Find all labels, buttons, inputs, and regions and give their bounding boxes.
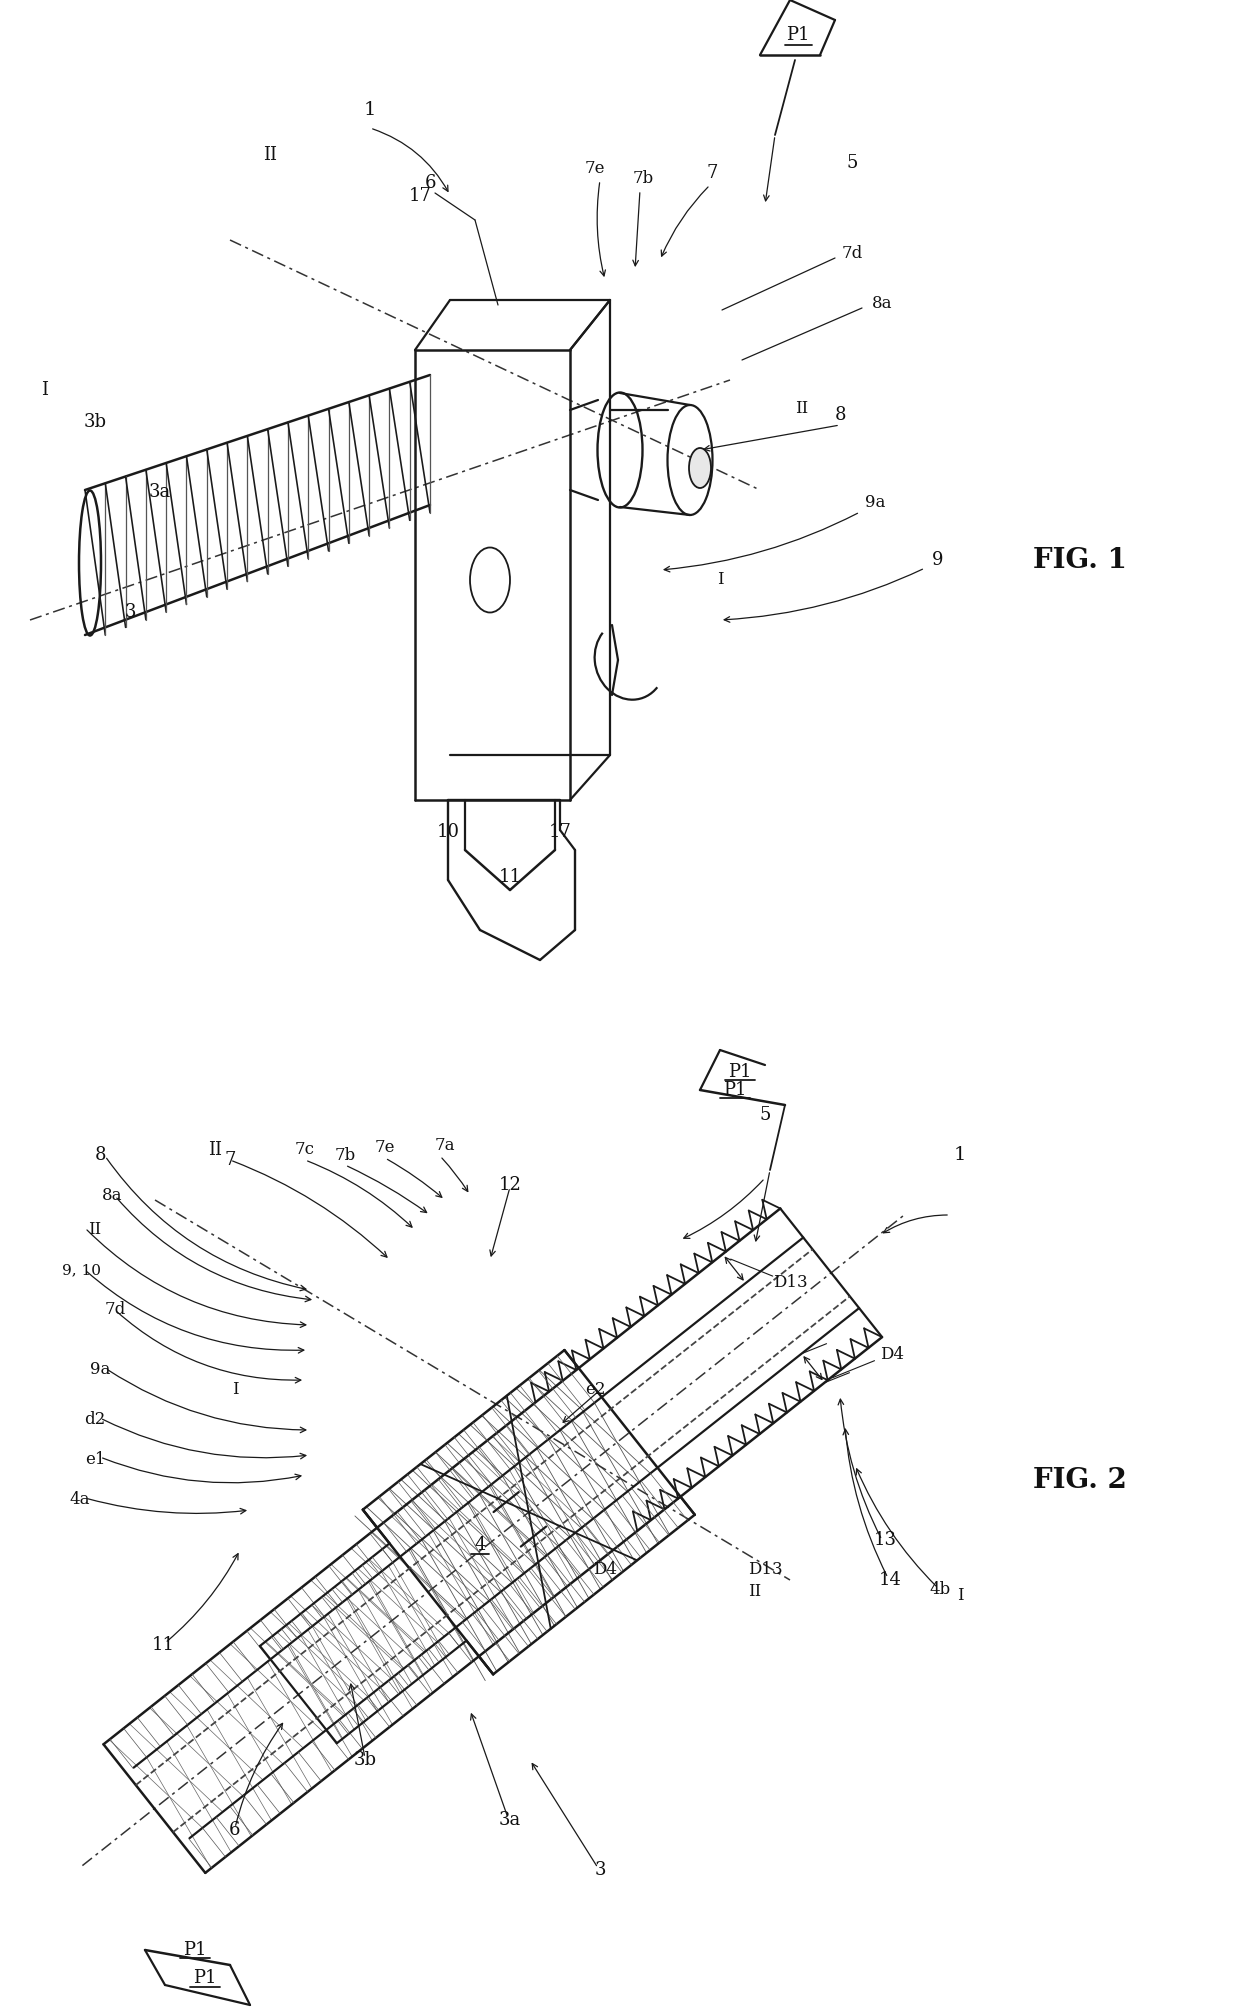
Text: 6: 6 — [424, 173, 435, 191]
Text: 5: 5 — [759, 1107, 771, 1125]
Text: P1: P1 — [184, 1942, 207, 1960]
Text: P1: P1 — [786, 26, 810, 44]
Text: D13: D13 — [748, 1561, 782, 1579]
Text: 7e: 7e — [585, 159, 605, 177]
Text: 7a: 7a — [435, 1137, 455, 1153]
Text: I: I — [957, 1587, 963, 1604]
Text: P1: P1 — [193, 1970, 217, 1988]
Text: D4: D4 — [880, 1346, 904, 1364]
Text: e2: e2 — [585, 1382, 605, 1398]
Text: 13: 13 — [873, 1531, 897, 1549]
Text: II: II — [208, 1141, 222, 1159]
Text: 9, 10: 9, 10 — [62, 1264, 102, 1278]
Text: 7e: 7e — [374, 1139, 396, 1157]
Text: 14: 14 — [879, 1571, 901, 1589]
Text: II: II — [88, 1221, 102, 1239]
Text: P1: P1 — [723, 1080, 746, 1099]
Text: II: II — [263, 147, 277, 165]
Text: 17: 17 — [548, 823, 572, 841]
Text: I: I — [232, 1382, 238, 1398]
Text: 10: 10 — [436, 823, 460, 841]
Text: 8a: 8a — [102, 1187, 123, 1203]
Text: 8a: 8a — [872, 294, 893, 312]
Text: II: II — [749, 1583, 761, 1600]
Text: I: I — [717, 571, 723, 588]
Text: 7c: 7c — [295, 1141, 315, 1159]
Text: II: II — [795, 400, 808, 416]
Text: 8: 8 — [94, 1147, 105, 1165]
Text: 4: 4 — [475, 1535, 486, 1553]
Text: e1: e1 — [84, 1451, 105, 1469]
Text: I: I — [41, 380, 48, 398]
Text: 8: 8 — [835, 406, 846, 425]
Text: 6: 6 — [229, 1821, 241, 1839]
Text: FIG. 1: FIG. 1 — [1033, 547, 1127, 573]
Text: 9a: 9a — [89, 1362, 110, 1378]
Text: 7: 7 — [707, 165, 718, 181]
Text: 11: 11 — [498, 867, 522, 885]
Text: 12: 12 — [498, 1175, 522, 1193]
Text: 7b: 7b — [335, 1147, 356, 1163]
Text: 5: 5 — [847, 155, 858, 171]
Text: 4b: 4b — [929, 1581, 951, 1598]
Text: 3b: 3b — [353, 1750, 377, 1769]
Text: 7d: 7d — [842, 245, 863, 262]
Ellipse shape — [689, 449, 711, 489]
Text: 1: 1 — [954, 1147, 966, 1165]
Text: 3: 3 — [594, 1861, 606, 1879]
Text: 3a: 3a — [149, 483, 171, 501]
Text: d2: d2 — [84, 1412, 105, 1429]
Text: 1: 1 — [363, 101, 376, 119]
Text: 9a: 9a — [864, 493, 885, 511]
Text: 9: 9 — [932, 551, 944, 569]
Text: 7d: 7d — [104, 1302, 125, 1318]
Text: 11: 11 — [151, 1636, 175, 1654]
Text: D13: D13 — [774, 1274, 808, 1290]
Text: D4: D4 — [593, 1561, 618, 1579]
Text: 3: 3 — [124, 604, 135, 622]
Text: 3b: 3b — [83, 412, 107, 431]
Text: 7b: 7b — [632, 169, 653, 187]
Text: 3a: 3a — [498, 1811, 521, 1829]
Text: 4a: 4a — [69, 1491, 91, 1509]
Text: FIG. 2: FIG. 2 — [1033, 1467, 1127, 1493]
Text: 7: 7 — [224, 1151, 236, 1169]
Text: P1: P1 — [728, 1062, 751, 1080]
Text: 17: 17 — [408, 187, 432, 205]
